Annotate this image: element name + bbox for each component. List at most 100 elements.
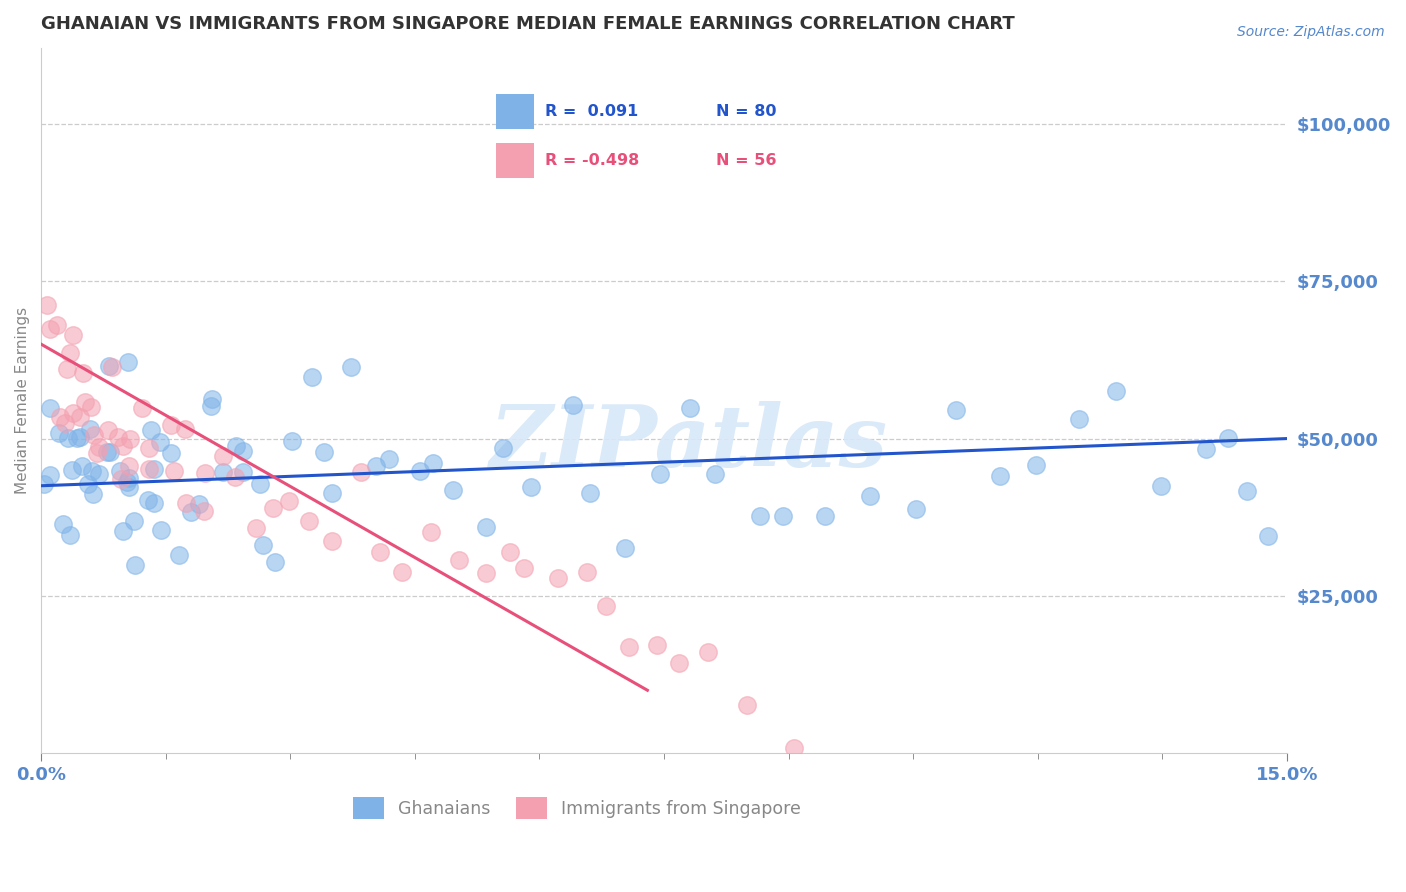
Point <box>174 496 197 510</box>
Point <box>149 434 172 449</box>
Point <box>142 462 165 476</box>
Point <box>138 462 160 476</box>
Point <box>813 509 835 524</box>
Point <box>475 520 498 534</box>
Y-axis label: Median Female Earnings: Median Female Earnings <box>15 307 30 494</box>
Point <box>312 445 335 459</box>
Point <box>735 698 758 713</box>
Point <box>100 445 122 459</box>
Point <box>100 360 122 375</box>
Point <box>905 502 928 516</box>
Point <box>80 464 103 478</box>
Point <box>75 395 97 409</box>
Point <box>492 441 515 455</box>
Point <box>38 321 60 335</box>
Point <box>772 509 794 524</box>
Point <box>212 465 235 479</box>
Text: ZIPatlas: ZIPatlas <box>489 401 889 485</box>
Point <box>201 392 224 406</box>
Text: GHANAIAN VS IMMIGRANTS FROM SINGAPORE MEDIAN FEMALE EARNINGS CORRELATION CHART: GHANAIAN VS IMMIGRANTS FROM SINGAPORE ME… <box>41 15 1015 33</box>
Point <box>45 318 67 332</box>
Point <box>69 430 91 444</box>
Point <box>110 472 132 486</box>
Point <box>55 362 77 376</box>
Point <box>225 439 247 453</box>
Point <box>1216 431 1239 445</box>
Point <box>280 434 302 448</box>
Point <box>262 501 284 516</box>
Point <box>232 465 254 479</box>
Point <box>66 431 89 445</box>
Point <box>117 355 139 369</box>
Point <box>447 553 470 567</box>
Point <box>122 514 145 528</box>
Point <box>48 426 70 441</box>
Point <box>1195 442 1218 456</box>
Point <box>98 359 121 373</box>
Point <box>89 467 111 482</box>
Point <box>422 456 444 470</box>
Point <box>110 463 132 477</box>
Point <box>1105 384 1128 399</box>
Point <box>138 493 160 508</box>
Point <box>378 452 401 467</box>
Point <box>60 463 83 477</box>
Point <box>69 410 91 425</box>
Point <box>79 422 101 436</box>
Point <box>340 359 363 374</box>
Point <box>595 599 617 613</box>
Point <box>86 446 108 460</box>
Point <box>138 442 160 456</box>
Point <box>945 403 967 417</box>
Point <box>264 555 287 569</box>
Point <box>62 327 84 342</box>
Text: N = 80: N = 80 <box>716 103 776 119</box>
Point <box>249 477 271 491</box>
Point <box>252 538 274 552</box>
Legend: Ghanaians, Immigrants from Singapore: Ghanaians, Immigrants from Singapore <box>346 790 808 825</box>
Point <box>678 401 700 415</box>
Point <box>1067 412 1090 426</box>
Point <box>859 489 882 503</box>
Point <box>391 565 413 579</box>
Point <box>143 496 166 510</box>
Point <box>111 524 134 538</box>
Point <box>150 523 173 537</box>
Point <box>80 401 103 415</box>
Point <box>561 398 583 412</box>
Point <box>614 541 637 555</box>
Point <box>513 561 536 575</box>
Point <box>180 505 202 519</box>
Point <box>520 480 543 494</box>
Point <box>82 487 104 501</box>
Point <box>49 410 72 425</box>
Point <box>56 432 79 446</box>
Point <box>194 466 217 480</box>
Point <box>301 370 323 384</box>
Point <box>35 298 58 312</box>
Point <box>120 432 142 446</box>
Point <box>83 427 105 442</box>
Point <box>668 656 690 670</box>
Point <box>578 485 600 500</box>
Point <box>107 430 129 444</box>
Point <box>1257 529 1279 543</box>
Point <box>245 521 267 535</box>
Text: N = 56: N = 56 <box>716 153 776 169</box>
Point <box>96 445 118 459</box>
Point <box>111 439 134 453</box>
Point <box>298 514 321 528</box>
Point <box>645 638 668 652</box>
Point <box>167 548 190 562</box>
Point <box>139 423 162 437</box>
Point <box>52 516 75 531</box>
Point <box>441 483 464 497</box>
Point <box>321 486 343 500</box>
Text: R = -0.498: R = -0.498 <box>544 153 638 169</box>
Point <box>70 459 93 474</box>
Point <box>748 508 770 523</box>
Point <box>475 566 498 580</box>
Point <box>321 533 343 548</box>
Point <box>187 497 209 511</box>
Point <box>498 545 520 559</box>
